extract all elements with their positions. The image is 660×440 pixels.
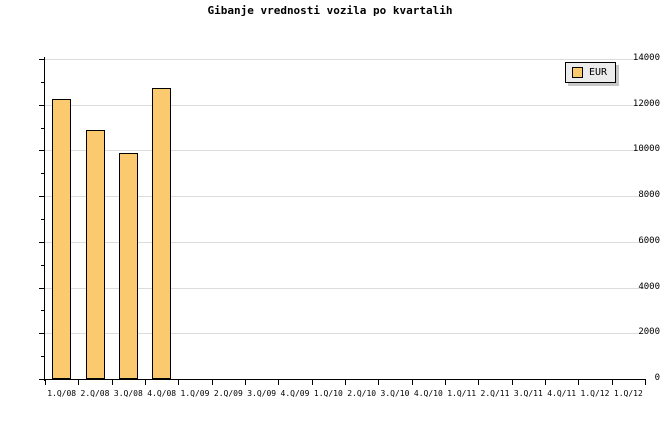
x-axis-tick	[378, 380, 380, 385]
gridline	[45, 241, 645, 243]
y-axis-tick-major	[39, 241, 45, 243]
x-axis-label: 2.Q/10	[347, 389, 377, 398]
y-axis-label: 0	[654, 373, 660, 383]
y-axis-tick-minor	[41, 310, 45, 312]
x-axis-tick	[545, 380, 546, 385]
gridline	[45, 333, 645, 335]
y-axis-tick-major	[39, 333, 45, 335]
x-axis-label: 1.Q/12	[580, 389, 610, 398]
x-axis-tick	[278, 380, 280, 385]
y-axis-label: 12000	[632, 98, 660, 109]
x-axis-tick	[611, 380, 613, 385]
bar[interactable]	[85, 130, 105, 379]
x-axis-label: 3.Q/10	[380, 389, 410, 398]
x-axis-tick	[245, 380, 246, 385]
x-axis-tick	[645, 380, 646, 385]
gridline	[45, 104, 645, 106]
y-axis-tick-major	[39, 150, 45, 152]
x-axis-label: 3.Q/08	[113, 389, 143, 398]
x-axis-label: 4.Q/10	[413, 389, 443, 398]
y-axis-label: 10000	[632, 144, 660, 155]
y-axis-label: 4000	[638, 281, 660, 292]
x-axis-tick	[311, 380, 313, 385]
x-axis-label: 2.Q/11	[480, 389, 510, 398]
y-axis-tick-minor	[41, 81, 45, 83]
gridline	[45, 287, 645, 289]
y-axis-tick-major	[39, 104, 45, 106]
bar[interactable]	[118, 152, 138, 379]
chart-title: Gibanje vrednosti vozila po kvartalih	[207, 4, 453, 17]
gridline	[45, 59, 645, 60]
x-axis-tick	[478, 380, 480, 385]
x-axis-tick	[411, 380, 413, 385]
x-axis-label: 4.Q/09	[280, 389, 310, 398]
y-axis-tick-minor	[41, 127, 45, 129]
x-axis-tick	[178, 380, 180, 385]
bar[interactable]	[52, 99, 72, 379]
x-axis-label: 1.Q/08	[47, 389, 77, 398]
plot-background	[45, 59, 645, 379]
x-axis-tick	[445, 380, 446, 385]
x-axis-label: 4.Q/11	[547, 389, 577, 398]
y-axis-label: 6000	[638, 235, 660, 246]
gridline	[45, 150, 645, 152]
y-axis-label: 2000	[638, 327, 660, 338]
x-axis-label: 1.Q/10	[313, 389, 343, 398]
x-axis-label: 3.Q/11	[513, 389, 543, 398]
x-axis-tick	[111, 380, 113, 385]
y-axis-tick-minor	[41, 219, 45, 220]
x-axis-tick	[345, 380, 346, 385]
y-axis-label: 8000	[638, 190, 660, 201]
x-axis-label: 4.Q/08	[147, 389, 177, 398]
x-axis-label: 1.Q/09	[180, 389, 210, 398]
x-axis-tick	[578, 380, 580, 385]
gridline	[45, 196, 645, 198]
x-axis-label: 2.Q/09	[213, 389, 243, 398]
bar[interactable]	[152, 87, 172, 379]
y-axis-tick-minor	[41, 173, 45, 175]
legend-swatch-eur	[572, 67, 583, 78]
x-axis-tick	[211, 380, 213, 385]
x-axis-tick	[78, 380, 80, 385]
x-axis-tick	[511, 380, 513, 385]
x-axis-tick	[145, 380, 146, 385]
y-axis-label: 14000	[632, 53, 660, 63]
y-axis-tick-major	[39, 196, 45, 198]
y-axis-tick-major	[39, 59, 45, 60]
y-axis-tick-minor	[41, 264, 45, 266]
x-axis-line	[45, 379, 646, 380]
plot-area	[45, 59, 645, 379]
y-axis-tick-major	[39, 379, 45, 380]
x-axis-label: 3.Q/09	[247, 389, 277, 398]
y-axis-tick-major	[39, 287, 45, 289]
legend[interactable]: EUR	[565, 62, 617, 83]
legend-label-eur: EUR	[589, 67, 608, 78]
x-axis-label: 1.Q/12	[613, 389, 643, 398]
x-axis-label: 2.Q/08	[80, 389, 110, 398]
y-axis-tick-minor	[41, 356, 45, 358]
x-axis-tick	[45, 380, 46, 385]
x-axis-label: 1.Q/11	[447, 389, 477, 398]
